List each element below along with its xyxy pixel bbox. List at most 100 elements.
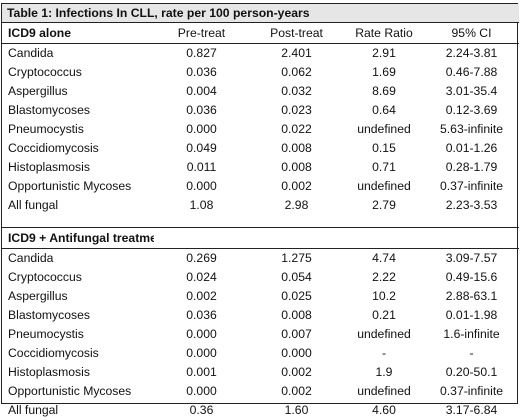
table-row: Blastomycoses 0.036 0.008 0.21 0.01-1.98 <box>2 306 519 325</box>
pre-treat-value: 0.036 <box>186 103 217 117</box>
post-treat-value: 0.000 <box>281 346 312 360</box>
rate-ratio-value: 0.21 <box>372 308 396 322</box>
ci-value: 0.37-infinite <box>440 384 504 398</box>
empty-cell <box>154 227 249 249</box>
infection-name: Candida <box>8 46 54 60</box>
ci-value: 2.24-3.81 <box>445 46 498 60</box>
pre-treat-value: 0.024 <box>186 270 217 284</box>
section-header-row: ICD9 alone Pre-treat Post-treat Rate Ratio 9… <box>2 22 520 44</box>
post-treat-value: 1.60 <box>284 403 309 417</box>
table-row: Histoplasmosis 0.011 0.008 0.71 0.28-1.79 <box>2 158 519 177</box>
pre-treat-value: 0.000 <box>186 384 217 398</box>
ci-value: 2.23-3.53 <box>445 198 498 212</box>
post-treat-value: 0.008 <box>281 160 312 174</box>
post-treat-value: 2.98 <box>284 198 309 212</box>
rate-ratio-value: 8.69 <box>372 84 396 98</box>
empty-cell <box>424 227 520 249</box>
section-label: ICD9 alone <box>2 22 154 44</box>
infection-name: Aspergillus <box>8 84 68 98</box>
table-row: Cryptococcus 0.024 0.054 2.22 0.49-15.6 <box>2 268 519 287</box>
post-treat-value: 0.054 <box>281 270 312 284</box>
column-header: Post-treat <box>249 22 344 44</box>
infections-table: Table 1: Infections In CLL, rate per 100… <box>2 4 520 420</box>
infection-name: All fungal <box>8 403 59 417</box>
infection-name: Candida <box>8 251 54 265</box>
rate-ratio-value: 2.79 <box>372 198 396 212</box>
post-treat-value: 0.008 <box>281 308 312 322</box>
table-row: Pneumocystis 0.000 0.007 undefined 1.6-infin… <box>2 325 519 344</box>
table-title: Table 1: Infections In CLL, rate per 100… <box>2 4 520 23</box>
pre-treat-value: 0.036 <box>186 308 217 322</box>
post-treat-value: 2.401 <box>281 46 312 60</box>
post-treat-value: 1.275 <box>281 251 312 265</box>
ci-value: 3.17-6.84 <box>445 403 498 417</box>
table-title-row: Table 1: Infections In CLL, rate per 100… <box>2 4 520 23</box>
pre-treat-value: 0.000 <box>186 346 217 360</box>
ci-value: 0.37-infinite <box>440 179 504 193</box>
post-treat-value: 0.002 <box>281 384 312 398</box>
post-treat-value: 0.022 <box>281 122 312 136</box>
ci-value: 3.01-35.4 <box>445 84 498 98</box>
rate-ratio-value: 0.64 <box>372 103 396 117</box>
ci-value: 0.46-7.88 <box>445 65 498 79</box>
section-header-row: ICD9 + Antifungal treatment <box>2 227 520 249</box>
table-row: Blastomycoses 0.036 0.023 0.64 0.12-3.69 <box>2 101 519 120</box>
column-header: Pre-treat <box>154 22 249 44</box>
rate-ratio-value: 2.22 <box>372 270 396 284</box>
table-row: Aspergillus 0.002 0.025 10.2 2.88-63.1 <box>2 287 519 306</box>
ci-value: 3.09-7.57 <box>445 251 498 265</box>
table-row: Opportunistic Mycoses 0.000 0.002 undefined… <box>2 382 519 401</box>
ci-value: 0.49-15.6 <box>445 270 498 284</box>
infection-name: All fungal <box>8 198 59 212</box>
column-header: Rate Ratio <box>344 22 424 44</box>
section-spacer <box>2 215 519 228</box>
pre-treat-value: 0.002 <box>186 289 217 303</box>
empty-cell <box>249 227 344 249</box>
rate-ratio-value: undefined <box>357 179 411 193</box>
table-row: Histoplasmosis 0.001 0.002 1.9 0.20-50.1 <box>2 363 519 382</box>
pre-treat-value: 0.000 <box>186 179 217 193</box>
post-treat-value: 0.002 <box>281 365 312 379</box>
rate-ratio-value: undefined <box>357 122 411 136</box>
pre-treat-value: 0.000 <box>186 122 217 136</box>
rate-ratio-value: 1.69 <box>372 65 396 79</box>
ci-value: 5.63-infinite <box>440 122 504 136</box>
rate-ratio-value: 10.2 <box>372 289 396 303</box>
infection-name: Blastomycoses <box>8 103 90 117</box>
ci-value: 0.01-1.98 <box>445 308 498 322</box>
ci-value: - <box>469 346 474 360</box>
infection-name: Blastomycoses <box>8 308 90 322</box>
pre-treat-value: 0.36 <box>189 403 214 417</box>
table-row: All fungal 1.08 2.98 2.79 2.23-3.53 <box>2 196 519 215</box>
empty-cell <box>344 227 424 249</box>
rate-ratio-value: 4.60 <box>372 403 396 417</box>
table-row: Coccidiomycosis 0.049 0.008 0.15 0.01-1.26 <box>2 139 519 158</box>
post-treat-value: 0.008 <box>281 141 312 155</box>
table-row: Candida 0.827 2.401 2.91 2.24-3.81 <box>2 44 519 64</box>
table-row: Aspergillus 0.004 0.032 8.69 3.01-35.4 <box>2 82 519 101</box>
infection-name: Pneumocystis <box>8 122 84 136</box>
column-header: 95% CI <box>424 22 520 44</box>
pre-treat-value: 0.036 <box>186 65 217 79</box>
table-row: Pneumocystis 0.000 0.022 undefined 5.63-infi… <box>2 120 519 139</box>
infection-name: Cryptococcus <box>8 65 82 79</box>
post-treat-value: 0.007 <box>281 327 312 341</box>
post-treat-value: 0.002 <box>281 179 312 193</box>
pre-treat-value: 0.004 <box>186 84 217 98</box>
rate-ratio-value: 1.9 <box>375 365 393 379</box>
infection-name: Histoplasmosis <box>8 160 90 174</box>
pre-treat-value: 0.827 <box>186 46 217 60</box>
rate-ratio-value: - <box>381 346 387 360</box>
ci-value: 0.12-3.69 <box>445 103 498 117</box>
section-label: ICD9 + Antifungal treatment <box>2 227 154 249</box>
pre-treat-value: 0.011 <box>186 160 217 174</box>
infection-name: Histoplasmosis <box>8 365 90 379</box>
rate-ratio-value: 0.15 <box>372 141 396 155</box>
spacer-cell <box>2 215 519 228</box>
pre-treat-value: 1.08 <box>189 198 214 212</box>
infection-name: Opportunistic Mycoses <box>8 384 132 398</box>
rate-ratio-value: 2.91 <box>372 46 396 60</box>
rate-ratio-value: 0.71 <box>372 160 396 174</box>
rate-ratio-value: 4.74 <box>372 251 396 265</box>
infection-name: Coccidiomycosis <box>8 141 99 155</box>
